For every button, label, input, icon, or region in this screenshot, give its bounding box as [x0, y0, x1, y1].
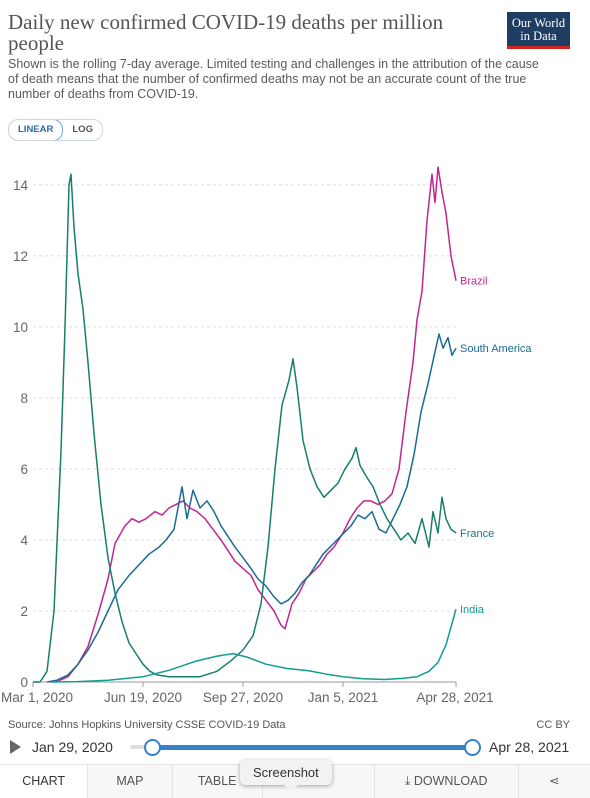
x-tick-label: Mar 1, 2020	[1, 690, 73, 705]
screenshot-tooltip: Screenshot	[240, 760, 332, 792]
y-tick-label: 2	[20, 604, 28, 619]
series-line-india	[51, 608, 457, 683]
x-tick-label: Jan 5, 2021	[308, 690, 379, 705]
scale-toggle: LINEAR LOG	[8, 119, 103, 141]
x-tick-label: Sep 27, 2020	[203, 690, 283, 705]
series-label-france: France	[460, 528, 494, 540]
x-tick-label: Apr 28, 2021	[416, 690, 493, 705]
timeline-range-fill[interactable]	[151, 745, 471, 750]
series-line-brazil	[49, 166, 457, 683]
owid-logo[interactable]: Our World in Data	[507, 12, 570, 49]
y-tick-label: 12	[13, 249, 28, 264]
series-label-south-america: South America	[460, 343, 532, 355]
tab-chart[interactable]: CHART	[0, 765, 89, 798]
play-icon[interactable]	[10, 740, 21, 754]
chart-subtitle: Shown is the rolling 7-day average. Limi…	[8, 57, 539, 101]
timeline-end-handle[interactable]	[464, 739, 481, 756]
chart-title: Daily new confirmed COVID-19 deaths per …	[8, 10, 444, 55]
tab-map[interactable]: MAP	[88, 765, 173, 798]
series-line-south-america	[46, 333, 457, 683]
tab-download[interactable]: ⤓ DOWNLOAD	[375, 765, 519, 798]
y-tick-label: 4	[20, 533, 28, 548]
y-tick-label: 14	[13, 178, 29, 193]
timeline-start-label: Jan 29, 2020	[32, 739, 113, 755]
x-tick-label: Jun 19, 2020	[104, 690, 182, 705]
logo-line-1: Our World	[511, 16, 566, 30]
log-scale-button[interactable]: LOG	[72, 124, 93, 135]
y-tick-label: 0	[20, 675, 28, 690]
logo-line-2: in Data	[520, 29, 557, 43]
timeline-end-label: Apr 28, 2021	[489, 739, 570, 755]
linear-scale-button[interactable]: LINEAR	[8, 120, 64, 140]
source-note[interactable]: Source: Johns Hopkins University CSSE CO…	[8, 719, 286, 731]
share-icon[interactable]: ⋖	[549, 774, 560, 788]
y-tick-label: 8	[20, 391, 28, 406]
series-label-india: India	[460, 604, 485, 616]
timeline-start-handle[interactable]	[144, 739, 161, 756]
y-tick-label: 6	[20, 462, 28, 477]
series-label-brazil: Brazil	[460, 276, 488, 288]
y-tick-label: 10	[13, 320, 28, 335]
line-chart: 0 2 4 6 8 10 12 14 Mar 1, 2020 Jun 19, 2020 Sep 27…	[1, 166, 532, 705]
license-link[interactable]: CC BY	[536, 719, 570, 731]
series-line-france	[33, 173, 457, 683]
timeline: Jan 29, 2020 Apr 28, 2021	[0, 736, 590, 760]
